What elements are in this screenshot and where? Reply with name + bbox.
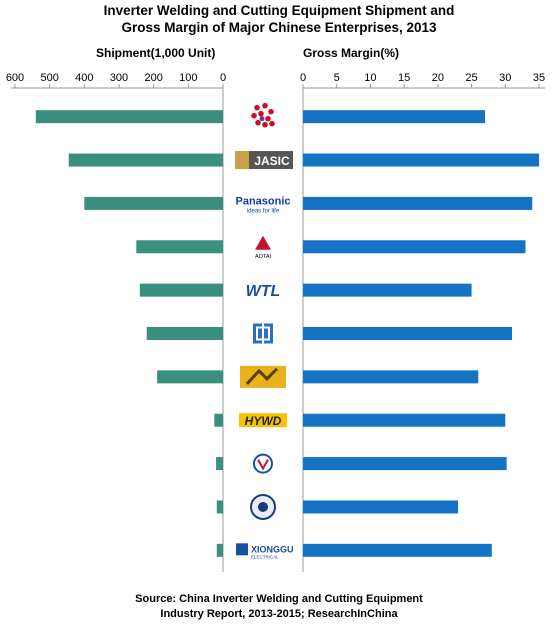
- shipment-tick-label: 100: [179, 72, 197, 84]
- margin-tick-label: 35: [533, 72, 545, 84]
- margin-bars: [303, 110, 539, 557]
- shipment-tick-label: 400: [75, 72, 93, 84]
- shipment-tick-label: 0: [220, 72, 226, 84]
- margin-bar: [303, 153, 539, 167]
- margin-tick-label: 20: [432, 72, 444, 84]
- logo-dot: [268, 108, 274, 115]
- logo-subtext: ELECTRICAL: [251, 554, 279, 559]
- shipment-tick-label: 600: [6, 72, 24, 84]
- logo-text: JASIC: [254, 154, 290, 168]
- logo-dot: [258, 110, 264, 117]
- shipment-bar: [157, 370, 223, 384]
- logo-mark: [257, 459, 269, 471]
- logo-dot: [269, 120, 275, 127]
- margin-bar: [303, 110, 486, 124]
- shipment-bar: [216, 543, 223, 557]
- logo-box: [239, 413, 287, 428]
- shipment-bar: [35, 110, 223, 124]
- margin-tick-label: 30: [499, 72, 511, 84]
- shipment-axis-title: Shipment(1,000 Unit): [96, 46, 216, 60]
- shipment-bar: [136, 240, 223, 254]
- chart-title-line1: Inverter Welding and Cutting Equipment S…: [103, 3, 455, 18]
- logo-7: [240, 365, 286, 388]
- hywd-logo: HYWD: [239, 413, 287, 428]
- logo-mark: [245, 367, 279, 385]
- aotai-logo: AOTAI: [255, 235, 272, 260]
- logo-text: AOTAI: [255, 254, 272, 260]
- margin-bar: [303, 370, 479, 384]
- margin-bar: [303, 240, 526, 254]
- shipment-bar: [216, 500, 223, 514]
- margin-bar: [303, 500, 459, 514]
- margin-bar: [303, 196, 533, 210]
- source-line2: Industry Report, 2013-2015; ResearchInCh…: [160, 608, 398, 620]
- logo-dot: [251, 112, 257, 119]
- logo-6: [253, 323, 273, 344]
- margin-tick-label: 25: [465, 72, 477, 84]
- shipment-bar: [68, 153, 223, 167]
- shipment-bar: [84, 196, 223, 210]
- shipment-tick-label: 300: [110, 72, 128, 84]
- shipment-bar: [216, 457, 223, 471]
- logo-dot: [265, 115, 271, 122]
- logo-accent: [235, 151, 249, 170]
- shipment-bars: [35, 110, 223, 557]
- logo-dot: [254, 104, 260, 111]
- margin-tick-label: 5: [334, 72, 340, 84]
- margin-bar: [303, 283, 472, 297]
- logo-dot: [262, 121, 268, 128]
- margin-bar: [303, 327, 513, 340]
- logo-subtext: ideas for life: [247, 208, 280, 214]
- margin-tick-label: 10: [364, 72, 376, 84]
- logo-9: [253, 453, 273, 474]
- logo-ring: [253, 453, 273, 474]
- chart-title-line2: Gross Margin of Major Chinese Enterprise…: [121, 20, 437, 35]
- logo-box: [236, 543, 248, 556]
- logo-triangle: [255, 235, 271, 250]
- shipment-bar: [214, 413, 223, 427]
- margin-bar: [303, 413, 506, 427]
- wtl-logo: WTL: [246, 283, 281, 300]
- logo-text: HYWD: [245, 414, 282, 428]
- source-line1: Source: China Inverter Welding and Cutti…: [135, 593, 423, 605]
- shipment-bar: [146, 327, 223, 340]
- chart-title: Inverter Welding and Cutting Equipment S…: [0, 2, 558, 36]
- shipment-axis: 600 500 400 300 200 100 0: [6, 72, 226, 572]
- logo-dot: [255, 119, 261, 126]
- logo-dot: [259, 116, 265, 122]
- logo-1: [251, 102, 275, 128]
- logo-text: Panasonic: [235, 195, 290, 207]
- margin-bar: [303, 543, 492, 557]
- logo-10: [250, 493, 276, 520]
- margin-axis-title: Gross Margin(%): [303, 46, 400, 60]
- logo-text: WTL: [246, 283, 281, 300]
- margin-bar: [303, 457, 507, 471]
- logo-center: [258, 501, 268, 512]
- margin-tick-label: 15: [398, 72, 410, 84]
- logo-dot: [262, 102, 268, 109]
- shipment-bar: [139, 283, 223, 297]
- shipment-tick-label: 500: [40, 72, 58, 84]
- jasic-logo: JASIC: [235, 151, 293, 170]
- source-note: Source: China Inverter Welding and Cutti…: [0, 592, 558, 622]
- logo-box: [235, 151, 293, 170]
- logo-text: XIONGGU: [251, 544, 294, 554]
- margin-tick-label: 0: [300, 72, 306, 84]
- margin-axis: 0 5 10 15 20 25 30 35: [300, 72, 545, 572]
- shipment-tick-label: 200: [144, 72, 162, 84]
